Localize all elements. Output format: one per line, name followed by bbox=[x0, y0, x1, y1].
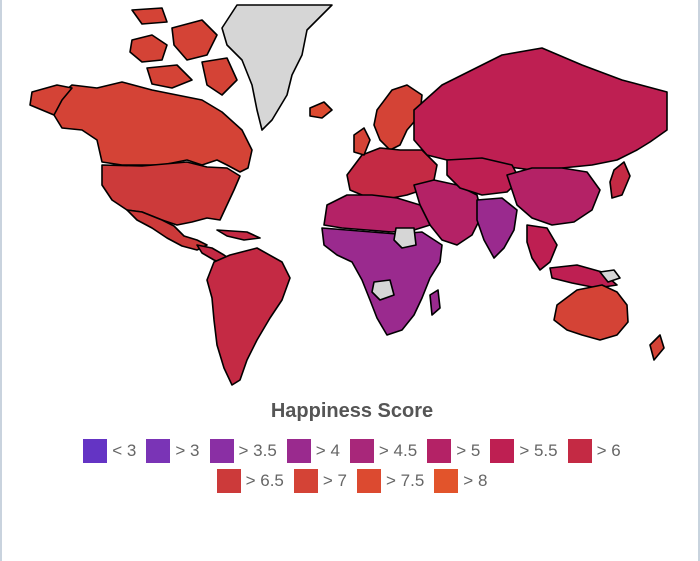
legend-label: > 4 bbox=[315, 441, 340, 460]
southeast-asia-region[interactable] bbox=[526, 224, 618, 289]
north-africa-region[interactable] bbox=[323, 194, 431, 233]
legend-item: > 5.5 bbox=[490, 439, 558, 463]
mexico-region[interactable] bbox=[126, 209, 208, 251]
legend-label: > 6.5 bbox=[245, 471, 284, 490]
legend-swatch bbox=[216, 469, 241, 493]
legend-swatch bbox=[427, 439, 452, 463]
greenland-region[interactable] bbox=[221, 4, 333, 131]
world-map[interactable] bbox=[28, 0, 670, 392]
legend-label: > 5.5 bbox=[519, 441, 558, 460]
papua-new-guinea-region-nodata[interactable] bbox=[599, 269, 621, 283]
legend-label: > 6 bbox=[596, 441, 621, 460]
scandinavia-region[interactable] bbox=[373, 84, 423, 151]
legend-label: > 3 bbox=[175, 441, 200, 460]
legend-item: > 7 bbox=[293, 469, 347, 493]
australia-region[interactable] bbox=[553, 284, 629, 341]
legend-item: > 3.5 bbox=[209, 439, 277, 463]
india-region[interactable] bbox=[476, 197, 518, 259]
south-america-region[interactable] bbox=[206, 247, 291, 386]
legend-item: < 3 bbox=[83, 439, 136, 463]
legend-row-2: > 6.5 > 7 > 7.5 > 8 bbox=[2, 469, 700, 493]
japan-region[interactable] bbox=[609, 161, 631, 199]
russia-region[interactable] bbox=[413, 47, 668, 171]
legend-swatch bbox=[567, 439, 592, 463]
iceland-region[interactable] bbox=[309, 101, 333, 119]
uk-region[interactable] bbox=[353, 127, 371, 156]
legend-title: Happiness Score bbox=[270, 400, 434, 422]
legend-row-1: < 3 > 3 > 3.5 > 4 > 4.5 > 5 > 5.5 > 6 bbox=[2, 439, 700, 463]
legend-item: > 8 bbox=[434, 469, 487, 493]
legend-label: > 5 bbox=[456, 441, 481, 460]
legend-swatch bbox=[146, 439, 171, 463]
legend-label: > 8 bbox=[463, 471, 488, 490]
legend-item: > 4.5 bbox=[349, 439, 418, 463]
angola-region-nodata[interactable] bbox=[371, 279, 395, 301]
china-region[interactable] bbox=[506, 167, 601, 226]
legend-label: > 7.5 bbox=[386, 471, 425, 490]
legend-item: > 6 bbox=[567, 439, 621, 463]
legend-label: < 3 bbox=[112, 441, 137, 460]
legend-item: > 6.5 bbox=[216, 469, 284, 493]
legend-swatch bbox=[357, 469, 381, 493]
legend-swatch bbox=[349, 439, 374, 463]
legend-swatch bbox=[286, 439, 311, 463]
usa-region[interactable] bbox=[101, 161, 241, 226]
legend-label: > 3.5 bbox=[238, 441, 277, 460]
world-map-svg bbox=[29, 4, 668, 386]
legend-swatch bbox=[293, 469, 318, 493]
sudan-region-nodata[interactable] bbox=[393, 227, 417, 249]
central-asia-region[interactable] bbox=[446, 157, 521, 196]
legend-swatch bbox=[434, 469, 459, 493]
legend-label: > 7 bbox=[322, 471, 347, 490]
legend-item: > 4 bbox=[286, 439, 340, 463]
madagascar-region[interactable] bbox=[429, 289, 441, 316]
legend-item: > 7.5 bbox=[357, 469, 424, 493]
legend-swatch bbox=[209, 439, 234, 463]
legend-item: > 3 bbox=[146, 439, 200, 463]
legend-swatch bbox=[490, 439, 515, 463]
legend-label: > 4.5 bbox=[378, 441, 418, 460]
legend-item: > 5 bbox=[427, 439, 480, 463]
new-zealand-region[interactable] bbox=[649, 334, 665, 361]
legend-swatch bbox=[83, 439, 108, 463]
alaska-region[interactable] bbox=[29, 84, 73, 116]
arctic-islands-region[interactable] bbox=[129, 7, 238, 96]
